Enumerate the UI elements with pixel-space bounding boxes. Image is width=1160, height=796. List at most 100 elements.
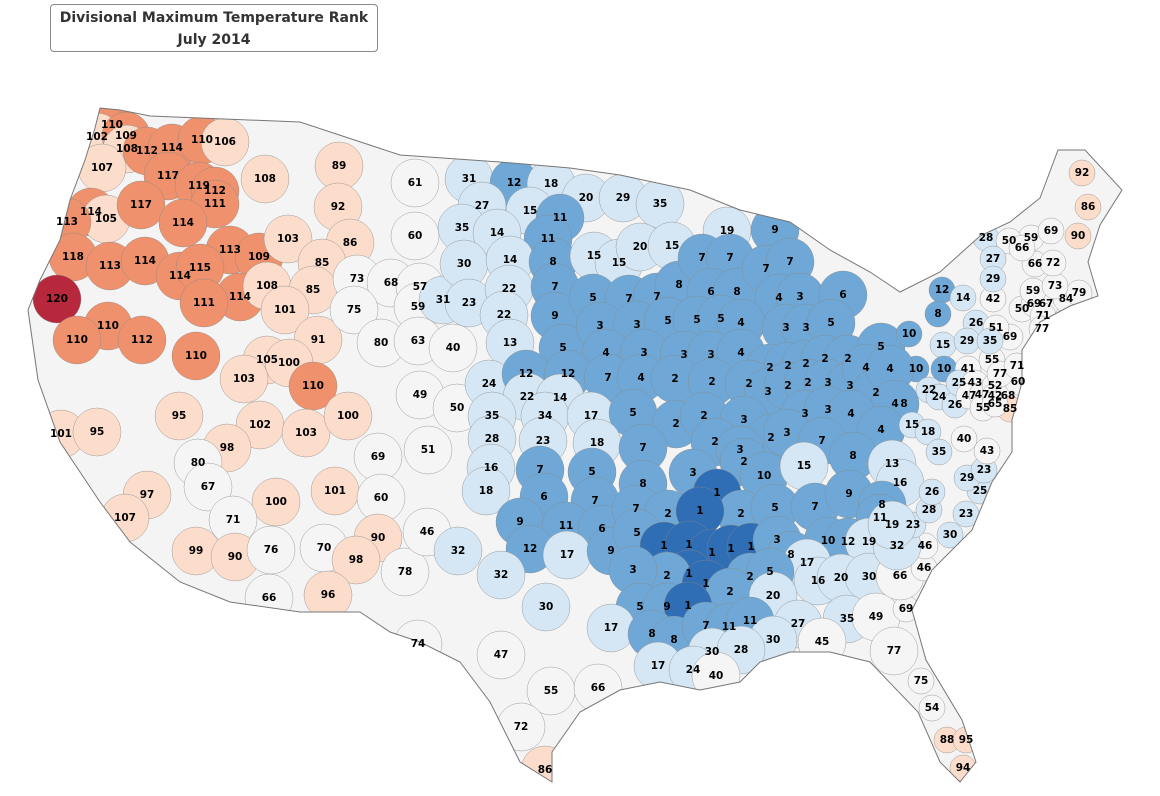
rank-label: 9 [516, 516, 523, 528]
rank-label: 68 [1001, 390, 1016, 402]
rank-label: 5 [636, 601, 643, 613]
rank-label: 97 [140, 489, 155, 501]
rank-label: 94 [956, 762, 971, 774]
rank-label: 23 [462, 297, 477, 309]
climate-division [924, 300, 952, 328]
rank-label: 7 [625, 293, 632, 305]
rank-label: 24 [482, 378, 497, 390]
rank-label: 9 [551, 310, 558, 322]
rank-label: 19 [862, 536, 877, 548]
climate-division [260, 285, 310, 335]
rank-label: 26 [948, 399, 963, 411]
rank-label: 41 [961, 363, 976, 375]
rank-label: 10 [821, 535, 836, 547]
rank-label: 40 [446, 342, 461, 354]
rank-label: 19 [885, 519, 900, 531]
rank-label: 92 [1075, 167, 1090, 179]
rank-label: 69 [1044, 225, 1059, 237]
rank-label: 30 [766, 634, 781, 646]
rank-label: 2 [767, 432, 774, 444]
rank-label: 25 [952, 377, 967, 389]
rank-label: 4 [737, 347, 744, 359]
climate-division [949, 284, 977, 312]
title-box: Divisional Maximum Temperature Rank July… [50, 4, 378, 52]
rank-label: 43 [968, 377, 983, 389]
rank-label: 14 [956, 292, 971, 304]
climate-division [1039, 249, 1067, 277]
climate-division [179, 278, 229, 328]
rank-label: 27 [475, 200, 490, 212]
rank-label: 8 [639, 478, 646, 490]
rank-label: 18 [544, 178, 559, 190]
rank-label: 3 [640, 347, 647, 359]
rank-label: 8 [549, 256, 556, 268]
rank-label: 10 [909, 363, 924, 375]
rank-label: 20 [579, 192, 594, 204]
rank-label: 3 [736, 444, 743, 456]
rank-label: 74 [411, 638, 426, 650]
rank-label: 30 [457, 258, 472, 270]
rank-label: 6 [540, 491, 547, 503]
rank-label: 8 [648, 628, 655, 640]
rank-label: 111 [204, 198, 226, 210]
rank-label: 6 [707, 286, 714, 298]
rank-label: 110 [191, 134, 213, 146]
rank-label: 102 [249, 419, 271, 431]
rank-label: 3 [802, 322, 809, 334]
rank-label: 114 [169, 270, 191, 282]
climate-division [521, 582, 571, 632]
rank-label: 4 [877, 424, 884, 436]
rank-label: 60 [408, 230, 423, 242]
rank-label: 3 [740, 414, 747, 426]
climate-division [973, 437, 1001, 465]
rank-label: 15 [905, 419, 920, 431]
rank-label: 14 [553, 392, 568, 404]
rank-label: 69 [1027, 298, 1042, 310]
climate-division [331, 535, 381, 585]
rank-label: 2 [711, 436, 718, 448]
rank-label: 95 [959, 734, 974, 746]
rank-label: 2 [804, 377, 811, 389]
rank-label: 7 [591, 495, 598, 507]
rank-label: 2 [766, 362, 773, 374]
rank-label: 108 [254, 173, 276, 185]
rank-label: 2 [672, 418, 679, 430]
rank-label: 5 [717, 313, 724, 325]
rank-label: 118 [62, 251, 84, 263]
rank-label: 110 [97, 320, 119, 332]
rank-label: 90 [371, 532, 386, 544]
climate-division [72, 407, 122, 457]
rank-label: 85 [306, 284, 321, 296]
climate-division [219, 354, 269, 404]
rank-label: 3 [846, 380, 853, 392]
rank-label: 114 [161, 142, 183, 154]
rank-label: 12 [841, 536, 856, 548]
rank-label: 71 [226, 514, 241, 526]
rank-label: 106 [214, 136, 236, 148]
climate-division [895, 320, 923, 348]
rank-label: 22 [497, 309, 512, 321]
rank-label: 5 [559, 342, 566, 354]
rank-label: 20 [766, 590, 781, 602]
rank-label: 9 [663, 601, 670, 613]
rank-label: 3 [596, 320, 603, 332]
rank-label: 102 [86, 131, 108, 143]
rank-label: 1 [696, 505, 703, 517]
rank-label: 4 [891, 398, 898, 410]
rank-label: 8 [878, 499, 885, 511]
rank-label: 49 [869, 611, 884, 623]
rank-label: 77 [1035, 323, 1050, 335]
rank-label: 12 [519, 368, 534, 380]
rank-label: 11 [743, 615, 758, 627]
rank-label: 61 [408, 177, 423, 189]
rank-label: 67 [1039, 298, 1054, 310]
rank-label: 47 [975, 389, 990, 401]
rank-label: 17 [651, 660, 666, 672]
rank-label: 110 [185, 350, 207, 362]
rank-label: 2 [746, 571, 753, 583]
rank-label: 29 [960, 472, 975, 484]
rank-label: 63 [411, 335, 426, 347]
rank-label: 117 [130, 199, 152, 211]
climate-division [154, 391, 204, 441]
